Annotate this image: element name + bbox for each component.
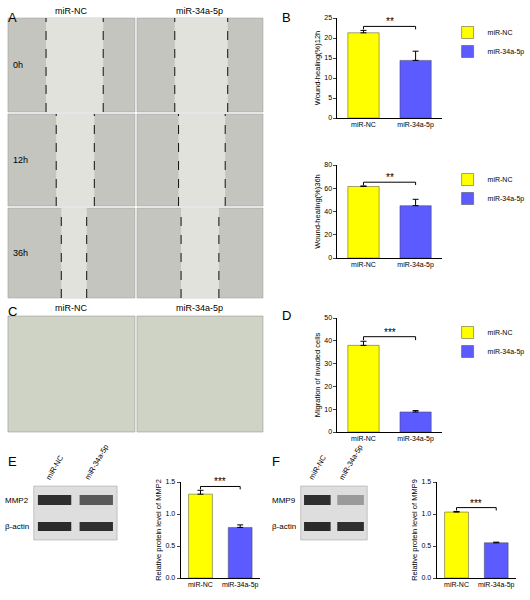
svg-text:20: 20 — [324, 383, 332, 390]
svg-text:Relative protein level of MMP2: Relative protein level of MMP2 — [154, 479, 163, 581]
svg-text:12h: 12h — [13, 155, 28, 165]
svg-text:E: E — [8, 454, 17, 469]
svg-text:10: 10 — [324, 74, 332, 81]
svg-text:A: A — [8, 10, 17, 25]
svg-text:miR-34a-5p: miR-34a-5p — [176, 303, 223, 313]
svg-text:0: 0 — [328, 428, 332, 435]
svg-text:β-actin: β-actin — [5, 522, 29, 531]
svg-text:20: 20 — [324, 231, 332, 238]
svg-text:MMP9: MMP9 — [272, 496, 296, 505]
svg-text:0.5: 0.5 — [165, 542, 175, 549]
svg-text:50: 50 — [324, 314, 332, 321]
svg-text:miR-NC: miR-NC — [188, 581, 213, 588]
svg-text:miR-34a-5p: miR-34a-5p — [397, 121, 434, 129]
svg-text:15: 15 — [324, 54, 332, 61]
svg-text:miR-NC: miR-NC — [488, 176, 513, 183]
svg-text:**: ** — [386, 172, 394, 183]
svg-text:0.0: 0.0 — [165, 574, 175, 581]
svg-text:25: 25 — [324, 14, 332, 21]
svg-text:***: *** — [214, 476, 226, 487]
svg-text:miR-34a-5p: miR-34a-5p — [337, 443, 364, 481]
svg-text:miR-NC: miR-NC — [307, 453, 328, 481]
svg-text:1.5: 1.5 — [165, 478, 175, 485]
svg-text:40: 40 — [324, 208, 332, 215]
svg-text:40: 40 — [324, 337, 332, 344]
svg-text:10: 10 — [324, 406, 332, 413]
svg-text:MMP2: MMP2 — [5, 496, 29, 505]
svg-text:0: 0 — [328, 114, 332, 121]
svg-text:30: 30 — [324, 360, 332, 367]
svg-text:0.5: 0.5 — [422, 542, 432, 549]
svg-text:80: 80 — [324, 161, 332, 168]
svg-text:miR-34a-5p: miR-34a-5p — [488, 348, 525, 356]
svg-text:miR-NC: miR-NC — [55, 303, 87, 313]
svg-text:miR-34a-5p: miR-34a-5p — [488, 48, 525, 56]
svg-text:***: *** — [470, 498, 482, 509]
svg-text:0.0: 0.0 — [422, 574, 432, 581]
svg-text:**: ** — [386, 16, 394, 27]
svg-text:miR-34a-5p: miR-34a-5p — [222, 581, 259, 589]
svg-text:C: C — [8, 304, 17, 319]
svg-text:F: F — [272, 454, 280, 469]
svg-text:36h: 36h — [13, 248, 28, 258]
svg-text:20: 20 — [324, 34, 332, 41]
svg-text:miR-NC: miR-NC — [55, 6, 87, 16]
svg-text:miR-NC: miR-NC — [44, 453, 65, 481]
svg-text:miR-34a-5p: miR-34a-5p — [488, 195, 525, 203]
svg-text:1.5: 1.5 — [422, 478, 432, 485]
svg-text:Relative protein level of MMP9: Relative protein level of MMP9 — [410, 479, 419, 581]
svg-text:miR-34a-5p: miR-34a-5p — [397, 261, 434, 269]
svg-text:miR-34a-5p: miR-34a-5p — [478, 581, 515, 589]
svg-text:***: *** — [384, 327, 396, 338]
svg-text:miR-NC: miR-NC — [351, 261, 376, 268]
svg-text:B: B — [282, 10, 291, 25]
svg-text:miR-NC: miR-NC — [488, 329, 513, 336]
svg-text:miR-NC: miR-NC — [488, 29, 513, 36]
svg-text:1.0: 1.0 — [422, 510, 432, 517]
svg-text:β-actin: β-actin — [272, 522, 296, 531]
svg-text:miR-NC: miR-NC — [351, 435, 376, 442]
svg-text:Wound-healing(%)36h: Wound-healing(%)36h — [313, 174, 322, 249]
svg-text:D: D — [282, 308, 291, 323]
svg-text:miR-34a-5p: miR-34a-5p — [397, 435, 434, 443]
svg-text:0: 0 — [328, 254, 332, 261]
svg-text:miR-NC: miR-NC — [351, 121, 376, 128]
svg-text:Wound-healing(%)12h: Wound-healing(%)12h — [313, 31, 322, 106]
svg-text:miR-34a-5p: miR-34a-5p — [83, 443, 110, 481]
svg-text:Migration of invaded cells: Migration of invaded cells — [313, 332, 322, 417]
svg-text:0h: 0h — [13, 60, 23, 70]
svg-text:1.0: 1.0 — [165, 510, 175, 517]
svg-text:5: 5 — [328, 94, 332, 101]
svg-text:miR-34a-5p: miR-34a-5p — [176, 6, 223, 16]
svg-text:miR-NC: miR-NC — [444, 581, 469, 588]
svg-text:60: 60 — [324, 185, 332, 192]
